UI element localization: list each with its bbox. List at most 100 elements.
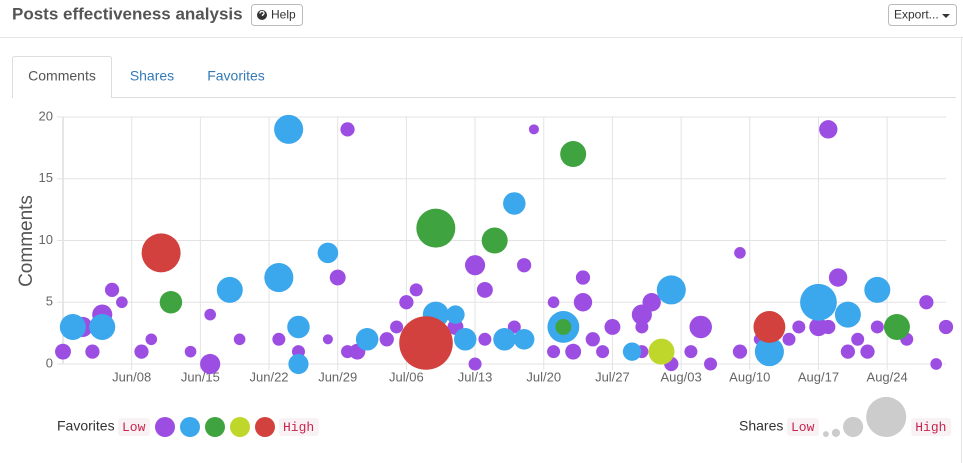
size-swatch xyxy=(843,416,864,437)
legend-tag xyxy=(787,418,819,436)
y-tick-label: 20 xyxy=(39,108,53,123)
help-button[interactable] xyxy=(251,4,303,26)
x-tick-label: Jun/29 xyxy=(318,369,357,384)
x-tick-label: Aug/17 xyxy=(798,369,839,384)
bubble xyxy=(399,316,453,370)
bubble xyxy=(828,268,848,287)
bubble xyxy=(656,275,686,305)
legend-swatch xyxy=(230,417,250,437)
bubble xyxy=(585,332,600,347)
bubble xyxy=(792,320,806,334)
bubble xyxy=(200,353,221,375)
bubble xyxy=(555,318,572,335)
bubble xyxy=(809,317,828,337)
bubble xyxy=(264,263,294,293)
x-tick-label: Aug/03 xyxy=(660,369,701,384)
bubble xyxy=(89,313,116,340)
bubble xyxy=(116,296,128,309)
x-tick-label: Jul/06 xyxy=(389,369,424,384)
bubble xyxy=(322,334,333,345)
tab[interactable]: Comments xyxy=(28,68,96,84)
size-swatch xyxy=(866,396,907,438)
bubble xyxy=(85,344,100,359)
bubble xyxy=(329,269,346,286)
bubble xyxy=(464,255,486,276)
x-tick-label: Jul/20 xyxy=(526,369,561,384)
export-label[interactable]: Export... xyxy=(894,8,939,22)
y-tick-label: 10 xyxy=(39,232,53,247)
bubble xyxy=(800,283,837,321)
bubble xyxy=(355,328,379,351)
bubble xyxy=(233,333,246,346)
bubble xyxy=(141,233,181,273)
export-button[interactable] xyxy=(888,4,957,26)
help-icon-mark xyxy=(259,10,265,16)
y-axis-label: Comments xyxy=(16,195,37,287)
legend-label: Favorites xyxy=(57,418,115,434)
size-swatch xyxy=(823,431,829,437)
bubble xyxy=(59,313,86,340)
bubble xyxy=(340,122,355,137)
bubble xyxy=(622,342,642,361)
size-swatch xyxy=(831,428,841,437)
bubble xyxy=(55,343,71,360)
bubble xyxy=(287,315,310,339)
bubble xyxy=(104,282,120,298)
x-tick-label: Jun/22 xyxy=(250,369,289,384)
bubble xyxy=(753,311,786,343)
tab[interactable]: Shares xyxy=(130,68,174,84)
legend-tag xyxy=(118,418,150,436)
bubble xyxy=(274,114,304,144)
legend-swatch xyxy=(205,417,225,437)
legend-tag xyxy=(911,418,952,436)
bubble xyxy=(513,329,535,350)
y-tick-label: 5 xyxy=(46,294,53,309)
bubble xyxy=(547,345,561,359)
bubble xyxy=(272,332,286,346)
bubble xyxy=(517,258,532,273)
bubbles xyxy=(55,114,954,375)
bubble xyxy=(204,308,216,321)
legend-tag xyxy=(279,418,319,436)
bubble xyxy=(938,319,954,335)
legend-label: Shares xyxy=(739,418,783,434)
bubble xyxy=(159,290,183,314)
bubble xyxy=(379,332,394,347)
bubble xyxy=(819,120,838,139)
bubble xyxy=(919,295,934,310)
x-tick-label: Jul/27 xyxy=(595,369,630,384)
legend-tag-text: High xyxy=(283,420,314,435)
bubble xyxy=(468,357,482,371)
bubble xyxy=(782,332,796,346)
bubble xyxy=(596,345,610,359)
y-tick-label: 0 xyxy=(46,355,53,370)
legend-swatch xyxy=(155,417,175,437)
bubble xyxy=(734,247,746,259)
tab[interactable]: Favorites xyxy=(207,68,265,84)
bubble xyxy=(399,295,414,310)
bubble xyxy=(573,293,593,312)
bubble xyxy=(476,281,493,298)
x-tick-label: Jun/08 xyxy=(112,369,151,384)
bubble xyxy=(684,345,698,359)
x-tick-label: Aug/10 xyxy=(729,369,770,384)
legend-tag-text: Low xyxy=(791,420,815,435)
page-title: Posts effectiveness analysis xyxy=(12,4,243,23)
bubble xyxy=(834,301,861,328)
x-tick-label: Jul/13 xyxy=(458,369,493,384)
bubble xyxy=(860,344,875,359)
active-tab[interactable] xyxy=(12,56,112,98)
help-label[interactable]: Help xyxy=(271,8,296,22)
bubble xyxy=(134,344,149,359)
bubble xyxy=(883,313,910,340)
legend-swatch xyxy=(180,417,200,437)
bubble xyxy=(575,270,591,285)
bubble xyxy=(503,192,526,215)
bubble xyxy=(930,358,943,370)
export-caret xyxy=(942,14,950,18)
bubble xyxy=(648,338,675,365)
bubble xyxy=(689,315,712,339)
bubble xyxy=(565,343,582,360)
legend-swatch xyxy=(255,417,275,437)
